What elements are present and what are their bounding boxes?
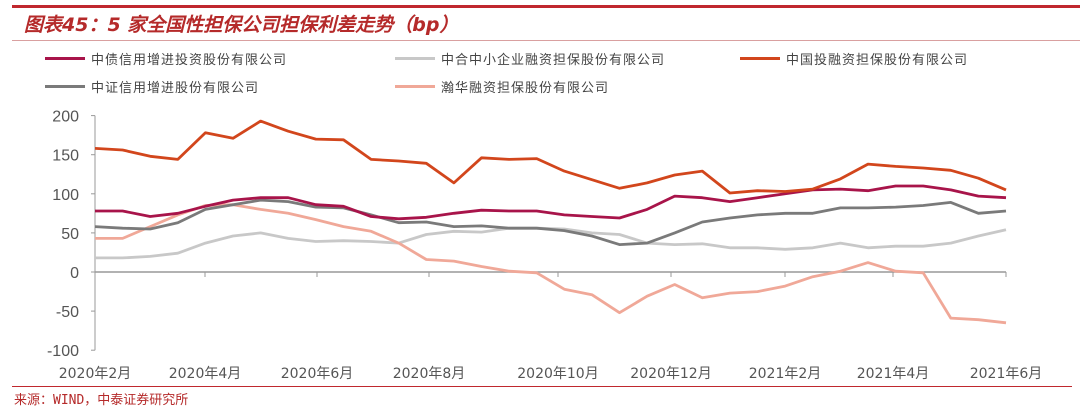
x-tick-label: 2021年6月 [970, 366, 1043, 382]
legend-swatch-1 [395, 57, 435, 60]
legend-swatch-3 [45, 85, 85, 88]
y-tick-label: 100 [52, 187, 79, 204]
legend-item-3: 中证信用增进股份有限公司 [45, 77, 259, 96]
legend-label-0: 中债信用增进投资股份有限公司 [91, 53, 288, 68]
x-tick-label: 2020年6月 [281, 366, 354, 382]
legend-swatch-2 [740, 57, 780, 60]
y-tick-label: 150 [52, 148, 79, 165]
y-tick-label: 0 [70, 265, 79, 282]
legend-swatch-0 [45, 57, 85, 60]
legend-item-4: 瀚华融资担保股份有限公司 [395, 77, 609, 96]
x-tick-label: 2020年4月 [169, 366, 242, 382]
legend-item-1: 中合中小企业融资担保股份有限公司 [395, 49, 665, 68]
x-tick-label: 2020年10月 [517, 366, 598, 382]
series-line-3 [94, 198, 1007, 247]
y-tick-label: 50 [61, 226, 79, 243]
series-line-1 [95, 226, 1007, 260]
y-tick-label: -50 [56, 304, 79, 321]
legend-item-2: 中国投融资担保股份有限公司 [740, 49, 968, 68]
x-tick-label: 2020年2月 [59, 366, 132, 382]
x-tick-label: 2021年4月 [857, 366, 930, 382]
x-tick-label: 2021年2月 [749, 366, 822, 382]
title-bottom-rule [12, 40, 1080, 41]
legend-label-3: 中证信用增进股份有限公司 [91, 81, 260, 96]
title-top-rule [12, 5, 1080, 8]
source-rule [12, 386, 1072, 387]
legend-label-4: 瀚华融资担保股份有限公司 [441, 81, 610, 96]
series-line-2 [94, 119, 1007, 195]
y-tick-label: 200 [52, 109, 79, 126]
series-line-0 [95, 184, 1007, 221]
legend-label-1: 中合中小企业融资担保股份有限公司 [441, 53, 666, 68]
source-note: 来源：WIND，中泰证券研究所 [14, 393, 189, 408]
y-tick-label: -100 [47, 343, 79, 360]
legend-item-0: 中债信用增进投资股份有限公司 [45, 49, 287, 68]
legend-swatch-4 [395, 85, 435, 88]
chart-title: 图表45：5 家全国性担保公司担保利差走势（bp） [24, 14, 459, 36]
legend-label-2: 中国投融资担保股份有限公司 [786, 53, 969, 68]
series-line-4 [95, 203, 1007, 325]
x-tick-label: 2020年8月 [393, 366, 466, 382]
x-tick-label: 2020年12月 [630, 366, 711, 382]
